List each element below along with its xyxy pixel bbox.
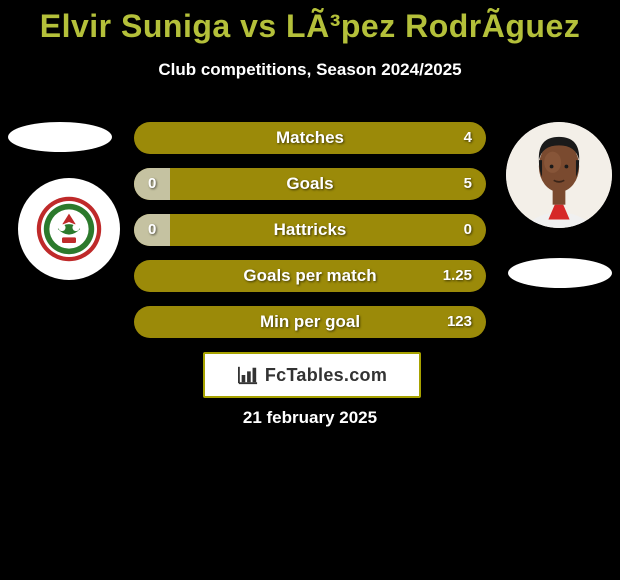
source-badge: FcTables.com <box>203 352 421 398</box>
player-left-badge <box>18 178 120 280</box>
stat-label: Goals per match <box>134 260 486 292</box>
player-left-ellipse <box>8 122 112 152</box>
stat-row: Goals per match1.25 <box>134 260 486 292</box>
footer-date: 21 february 2025 <box>0 408 620 428</box>
comparison-title: Elvir Suniga vs LÃ³pez RodrÃ­guez <box>0 8 620 45</box>
stat-label: Matches <box>134 122 486 154</box>
source-badge-text: FcTables.com <box>265 365 387 386</box>
stat-row: Min per goal123 <box>134 306 486 338</box>
stat-row: Matches4 <box>134 122 486 154</box>
stat-value-left: 0 <box>148 168 156 200</box>
player-right-ellipse <box>508 258 612 288</box>
comparison-subtitle: Club competitions, Season 2024/2025 <box>0 60 620 80</box>
stat-row: Goals0 5 <box>134 168 486 200</box>
bar-chart-icon <box>237 365 259 385</box>
stat-label: Goals <box>134 168 486 200</box>
stat-label: Min per goal <box>134 306 486 338</box>
stat-value-left: 0 <box>148 214 156 246</box>
player-avatar-icon <box>506 122 612 228</box>
stat-value-right: 0 <box>464 214 472 246</box>
stat-value-right: 4 <box>464 122 472 154</box>
club-crest-icon <box>34 194 104 264</box>
stat-value-right: 123 <box>447 306 472 338</box>
stat-value-right: 1.25 <box>443 260 472 292</box>
stat-row: Hattricks0 0 <box>134 214 486 246</box>
stat-value-right: 5 <box>464 168 472 200</box>
stat-label: Hattricks <box>134 214 486 246</box>
player-right-photo <box>506 122 612 228</box>
